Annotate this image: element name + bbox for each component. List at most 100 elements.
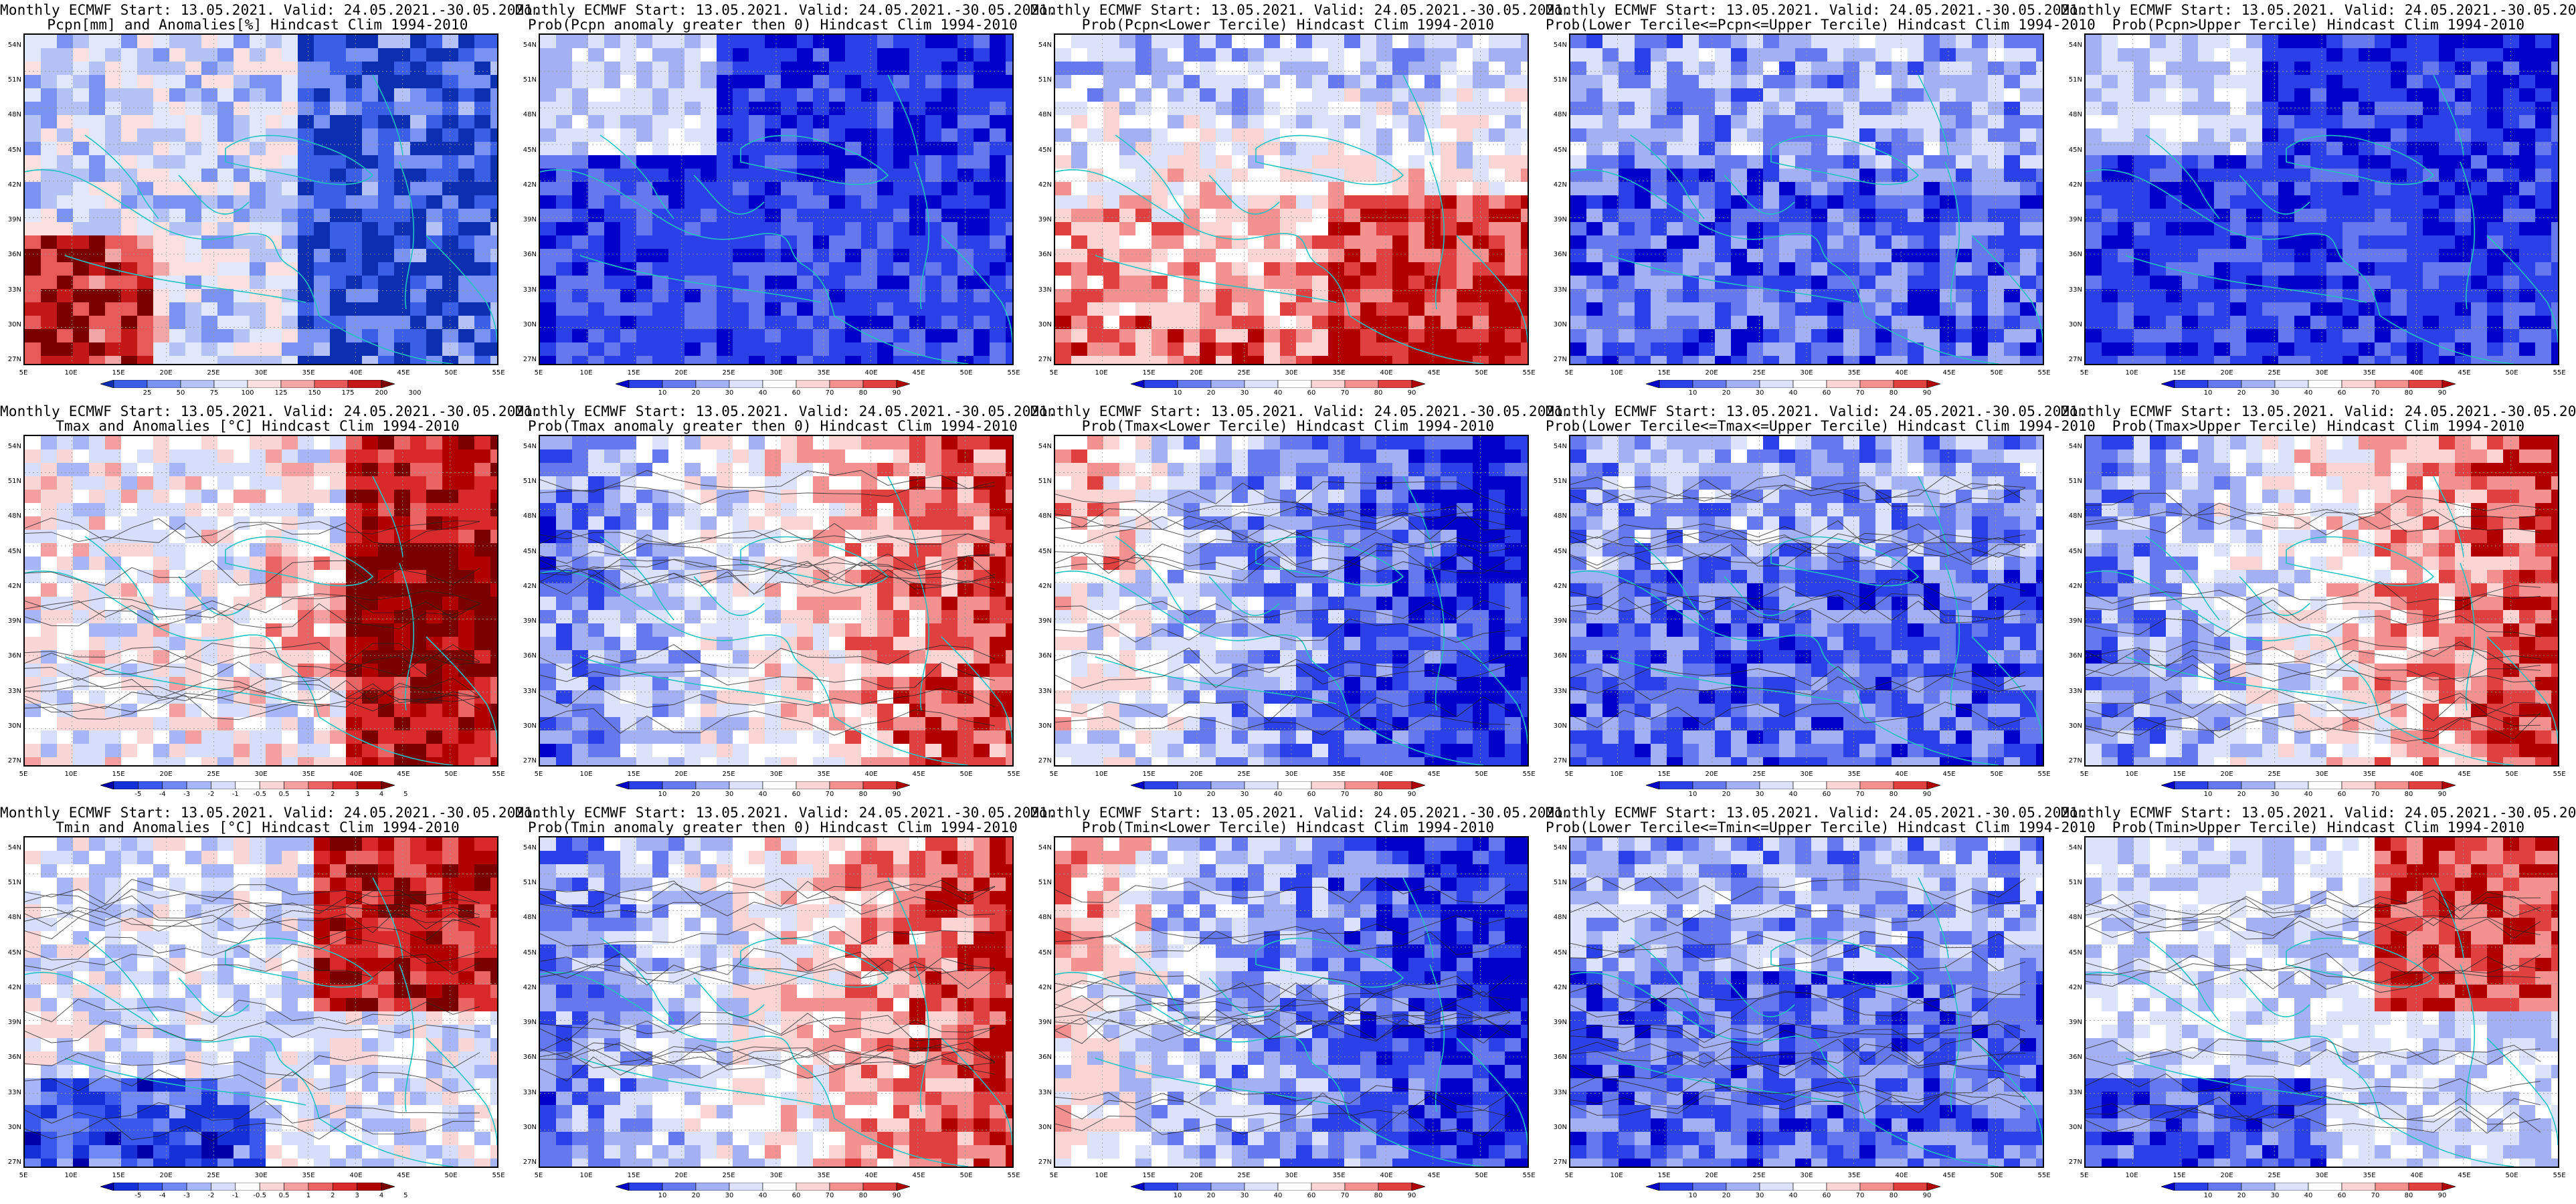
latitude-label: 42N <box>523 582 537 590</box>
longitude-label: 40E <box>864 369 878 377</box>
colorbar-tick-label: 20 <box>1206 791 1216 798</box>
colorbar-tick-label: 3 <box>355 1192 359 1199</box>
colorbar-ticks: -5 -4 -3 -2 -1 -0.5 0.5 1 2 3 4 5 <box>100 791 407 799</box>
colorbar-tick-label: 30 <box>1755 1192 1764 1199</box>
latitude-label: 39N <box>2068 617 2082 625</box>
colorbar-ticks: 10 20 30 40 60 70 80 90 <box>1646 1192 1940 1200</box>
longitude-label: 25E <box>2268 369 2281 377</box>
latitude-label: 48N <box>1553 512 1567 520</box>
map-panel-prob-tmin-lower: Monthly ECMWF Start: 13.05.2021. Valid: … <box>1030 803 1572 1204</box>
latitude-label: 39N <box>2068 216 2082 224</box>
map-field-svg <box>1055 35 1528 364</box>
colorbar-tick-label: 20 <box>2237 389 2246 397</box>
colorbar-tick-label: 40 <box>1273 1192 1283 1199</box>
latitude-label: 54N <box>1038 443 1052 450</box>
colorbar-tick-label: 300 <box>408 389 422 397</box>
longitude-label: 40E <box>349 771 363 778</box>
colorbar-tick-label: 70 <box>2371 389 2380 397</box>
colorbar-tick-label: 100 <box>241 389 254 397</box>
colorbar-tick-label: 60 <box>792 389 801 397</box>
colorbar-ticks: 10 20 30 40 60 70 80 90 <box>616 1192 910 1200</box>
coastlines <box>540 476 1012 765</box>
latitude-label: 30N <box>1038 1123 1052 1131</box>
longitude-label: 25E <box>1752 1172 1766 1179</box>
latitude-label: 36N <box>1038 652 1052 660</box>
latitude-label: 54N <box>1038 41 1052 49</box>
latitude-label: 51N <box>7 478 21 486</box>
latitude-label: 45N <box>2068 146 2082 154</box>
contour-lines <box>540 470 996 736</box>
longitude-label: 45E <box>912 1172 925 1179</box>
colorbar <box>1646 781 1940 789</box>
map-field <box>1570 35 2043 364</box>
longitude-label: 50E <box>1990 771 2003 778</box>
longitude-label: 35E <box>2363 369 2376 377</box>
colorbar-tick-label: 0.5 <box>278 791 290 798</box>
map-field-svg <box>2086 837 2558 1167</box>
longitude-label: 35E <box>817 771 830 778</box>
colorbar <box>616 781 910 789</box>
latitude-label: 30N <box>1553 1123 1567 1131</box>
colorbar-tick-label: 60 <box>1307 791 1316 798</box>
latitude-label: 51N <box>1553 879 1567 887</box>
longitude-label: 20E <box>2220 1172 2233 1179</box>
colorbar-tick-label: 60 <box>1307 389 1316 397</box>
latitude-label: 39N <box>7 1019 21 1027</box>
latitude-label: 27N <box>7 356 21 363</box>
colorbar-tick-label: 60 <box>1307 1192 1316 1199</box>
latitude-label: 51N <box>2068 76 2082 84</box>
latitude-label: 27N <box>7 1159 21 1166</box>
longitude-label: 15E <box>2173 771 2186 778</box>
longitude-label: 20E <box>674 771 688 778</box>
latitude-label: 33N <box>1553 687 1567 695</box>
map-field-svg <box>25 35 497 364</box>
longitude-label: 25E <box>1752 369 1766 377</box>
panel-title-line1: Monthly ECMWF Start: 13.05.2021. Valid: … <box>515 805 1057 821</box>
latitude-label: 30N <box>2068 722 2082 730</box>
colorbar-tick-label: -2 <box>207 791 215 798</box>
colorbar-tick-label: -1 <box>232 1192 239 1199</box>
latitude-label: 45N <box>1553 547 1567 555</box>
latitude-label: 36N <box>1038 1054 1052 1062</box>
longitude-label: 30E <box>769 771 783 778</box>
map-panel-prob-tmin-pos: Monthly ECMWF Start: 13.05.2021. Valid: … <box>515 803 1057 1204</box>
latitude-label: 30N <box>1553 722 1567 730</box>
colorbar-tick-label: 4 <box>379 791 384 798</box>
longitude-label: 40E <box>864 1172 878 1179</box>
latitude-label: 48N <box>2068 914 2082 922</box>
colorbar-tick-label: 80 <box>2404 389 2413 397</box>
longitude-label: 5E <box>1564 1172 1574 1179</box>
colorbar-tick-label: 80 <box>1374 389 1383 397</box>
colorbar-tick-label: 175 <box>341 389 355 397</box>
coastlines <box>2086 74 2558 364</box>
longitude-label: 5E <box>2080 1172 2089 1179</box>
latitude-label: 42N <box>2068 983 2082 991</box>
longitude-label: 25E <box>722 1172 735 1179</box>
colorbar-tick-label: 90 <box>2437 791 2447 798</box>
colorbar-ticks: 10 20 30 40 60 70 80 90 <box>2161 1192 2456 1200</box>
map-panel-prob-tmax-upper: Monthly ECMWF Start: 13.05.2021. Valid: … <box>2061 401 2576 803</box>
colorbar-tick-label: 80 <box>1889 389 1898 397</box>
map-panel-prob-pcpn-upper: Monthly ECMWF Start: 13.05.2021. Valid: … <box>2061 0 2576 401</box>
colorbar-tick-label: 30 <box>725 791 734 798</box>
longitude-label: 55E <box>1007 771 1020 778</box>
latitude-label: 54N <box>1553 844 1567 851</box>
longitude-label: 40E <box>1895 771 1908 778</box>
colorbar-tick-label: 90 <box>1407 1192 1416 1199</box>
colorbar-tick-label: 80 <box>858 791 868 798</box>
longitude-label: 15E <box>1142 369 1156 377</box>
longitude-label: 10E <box>1610 1172 1623 1179</box>
panel-title-line1: Monthly ECMWF Start: 13.05.2021. Valid: … <box>515 2 1057 18</box>
colorbar-ticks: 10 20 30 40 60 70 80 90 <box>1131 791 1425 799</box>
colorbar <box>100 781 395 789</box>
colorbar-tick-label: 40 <box>2304 1192 2313 1199</box>
colorbar-tick-label: 90 <box>2437 1192 2447 1199</box>
map-field <box>25 35 497 364</box>
longitude-label: 20E <box>1705 369 1718 377</box>
panel-title-line1: Monthly ECMWF Start: 13.05.2021. Valid: … <box>2061 2 2576 18</box>
forecast-map <box>1054 836 1529 1168</box>
longitude-label: 5E <box>1564 369 1574 377</box>
latitude-label: 39N <box>1553 1019 1567 1027</box>
colorbar-tick-label: 70 <box>1855 791 1865 798</box>
map-field <box>540 837 1012 1167</box>
